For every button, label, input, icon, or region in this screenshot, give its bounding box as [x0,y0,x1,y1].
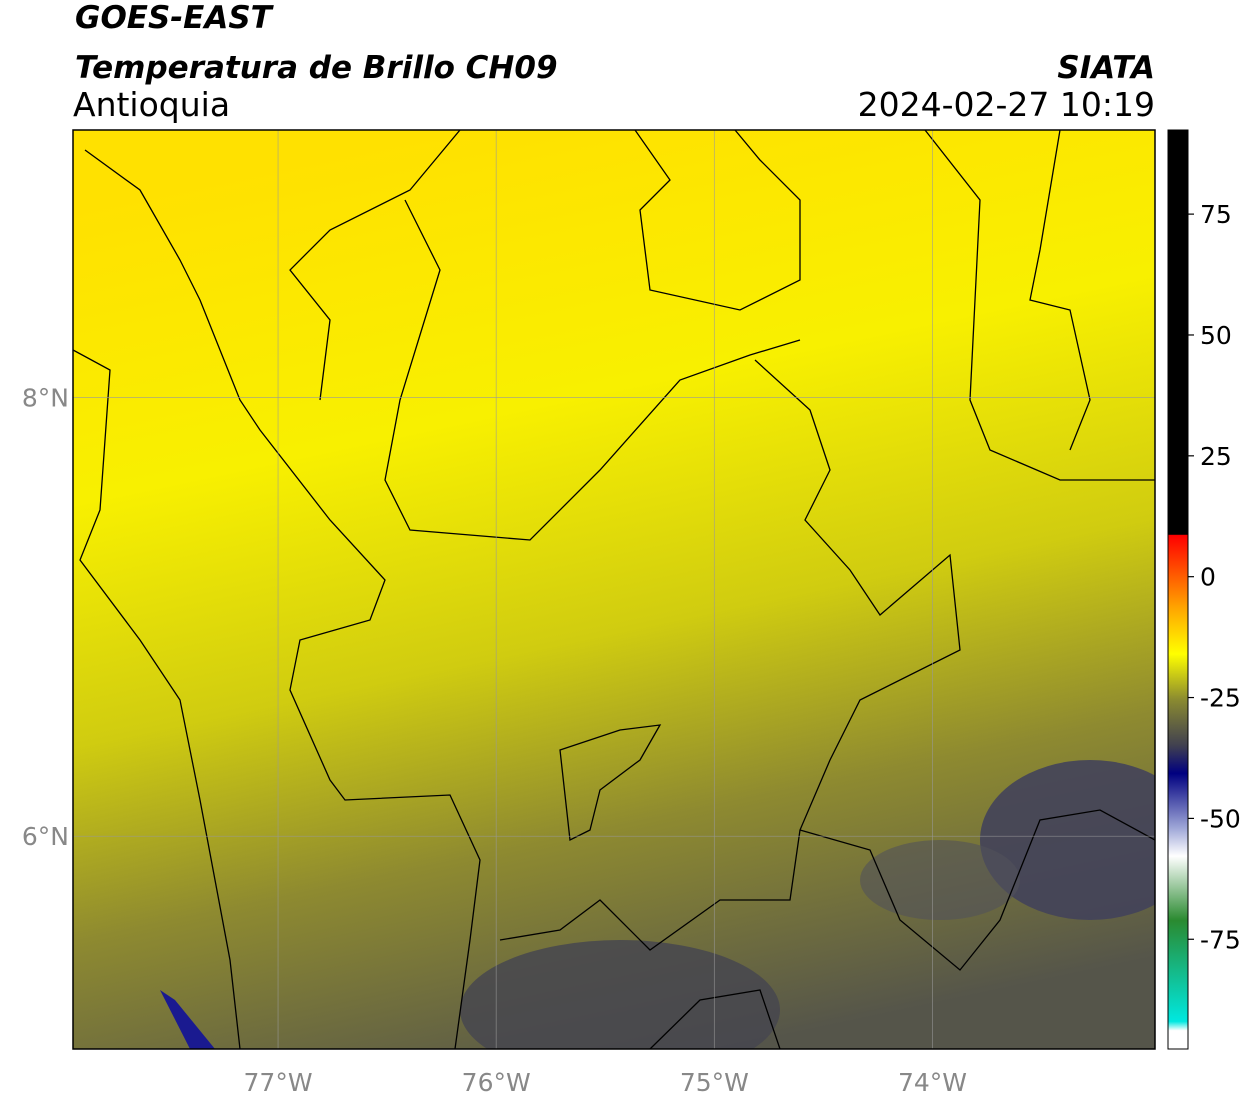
datetime: 2024-02-27 10:19 [858,85,1155,124]
title: GOES-EAST [75,0,275,36]
source: SIATA [1057,50,1155,86]
colorbar-tick-label: 75 [1200,200,1232,229]
subtitle: Temperatura de Brillo CH09 [75,50,558,86]
region: Antioquia [73,85,230,124]
colorbar [1167,129,1189,1050]
colorbar-tick-label: -50 [1200,804,1241,833]
x-tick-label: 75°W [680,1068,749,1097]
x-tick-label: 77°W [244,1068,313,1097]
colorbar-tick-label: 50 [1200,321,1232,350]
graticule [73,130,1155,1049]
x-tick-label: 76°W [462,1068,531,1097]
colorbar-tick-label: 25 [1200,442,1232,471]
y-tick-label: 8°N [22,384,69,413]
y-tick-label: 6°N [22,822,69,851]
colorbar-tick-label: -75 [1200,925,1241,954]
colorbar-tick-label: -25 [1200,684,1241,713]
x-tick-label: 74°W [898,1068,967,1097]
map-frame [72,129,1156,1050]
colorbar-tick-label: 0 [1200,563,1216,592]
map-field [73,130,1155,1049]
